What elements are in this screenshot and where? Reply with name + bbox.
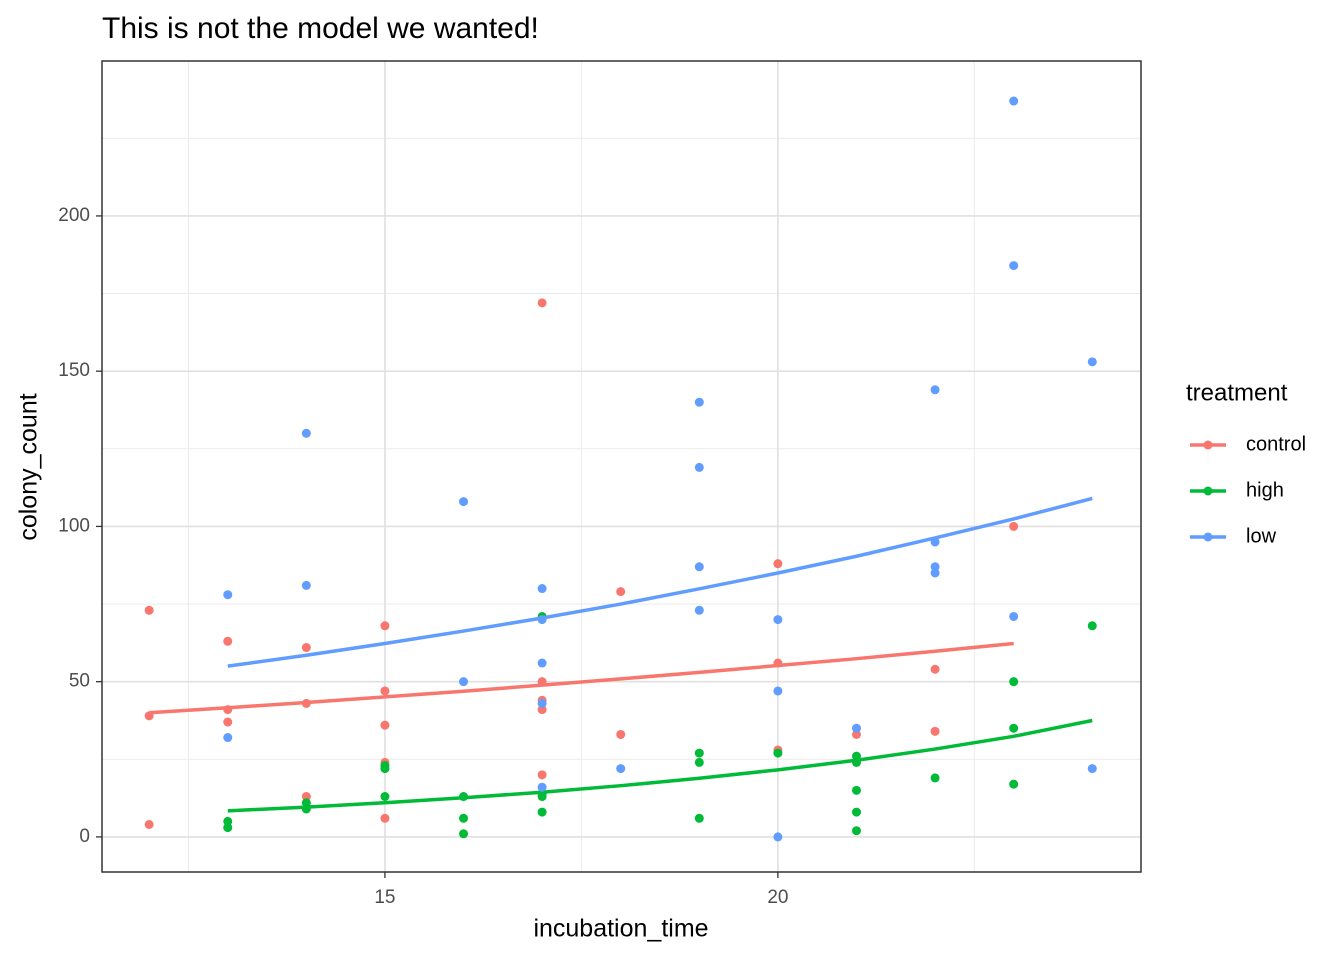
point (537, 807, 547, 817)
point (773, 559, 783, 569)
point (694, 813, 704, 823)
point (694, 605, 704, 615)
point (851, 729, 861, 739)
point (537, 298, 547, 308)
point (459, 677, 469, 687)
point (380, 764, 390, 774)
point (616, 587, 626, 597)
point (773, 832, 783, 842)
y-tick-label: 200 (58, 205, 90, 226)
point (1087, 621, 1097, 631)
point (223, 636, 233, 646)
point (537, 698, 547, 708)
point (380, 621, 390, 631)
point (851, 807, 861, 817)
point (694, 397, 704, 407)
point (380, 720, 390, 730)
fit-line (227, 718, 1093, 813)
point (223, 816, 233, 826)
y-tick-label: 100 (58, 515, 90, 536)
point (223, 823, 233, 833)
point (1009, 96, 1019, 106)
point (459, 497, 469, 507)
point (1009, 261, 1019, 271)
point (301, 792, 311, 802)
point (930, 385, 940, 395)
point (851, 785, 861, 795)
point (773, 748, 783, 758)
point (773, 686, 783, 696)
point (380, 813, 390, 823)
point (144, 605, 154, 615)
point (851, 723, 861, 733)
point (223, 590, 233, 600)
point (930, 726, 940, 736)
legend-dot (1203, 440, 1213, 450)
point (1087, 357, 1097, 367)
point (380, 792, 390, 802)
point (537, 782, 547, 792)
point (301, 643, 311, 653)
fit-line (227, 496, 1093, 668)
point (459, 813, 469, 823)
point (930, 562, 940, 572)
point (223, 717, 233, 727)
point (1009, 723, 1019, 733)
point (1009, 677, 1019, 687)
point (301, 428, 311, 438)
x-axis-title: incubation_time (533, 915, 708, 943)
fit-line (149, 641, 1014, 715)
point (1009, 611, 1019, 621)
point (616, 764, 626, 774)
point (537, 705, 547, 715)
point (1009, 779, 1019, 789)
point (537, 584, 547, 594)
point (930, 664, 940, 674)
legend-dot (1203, 532, 1213, 542)
point (459, 829, 469, 839)
legend-label: high (1246, 479, 1284, 501)
point (694, 462, 704, 472)
chart-title: This is not the model we wanted! (102, 12, 539, 45)
legend-dot (1203, 486, 1213, 496)
point (694, 748, 704, 758)
legend-label: low (1246, 525, 1277, 547)
point (537, 770, 547, 780)
point (1087, 764, 1097, 774)
y-tick-label: 0 (79, 826, 90, 847)
legend-label: control (1246, 433, 1306, 455)
point (616, 729, 626, 739)
point (694, 757, 704, 767)
point (694, 562, 704, 572)
y-tick-label: 50 (69, 671, 90, 692)
point (773, 615, 783, 625)
point (223, 733, 233, 743)
point (537, 658, 547, 668)
point (1009, 521, 1019, 531)
point (930, 773, 940, 783)
x-tick-label: 20 (767, 887, 788, 908)
y-tick-label: 150 (58, 360, 90, 381)
x-tick-label: 15 (374, 887, 395, 908)
point (380, 686, 390, 696)
y-axis-title: colony_count (15, 393, 43, 540)
point (301, 580, 311, 590)
point (144, 819, 154, 829)
point (301, 798, 311, 808)
point (930, 568, 940, 578)
point (537, 792, 547, 802)
point (851, 826, 861, 836)
panel-border (101, 60, 1142, 873)
legend-title: treatment (1186, 379, 1288, 406)
